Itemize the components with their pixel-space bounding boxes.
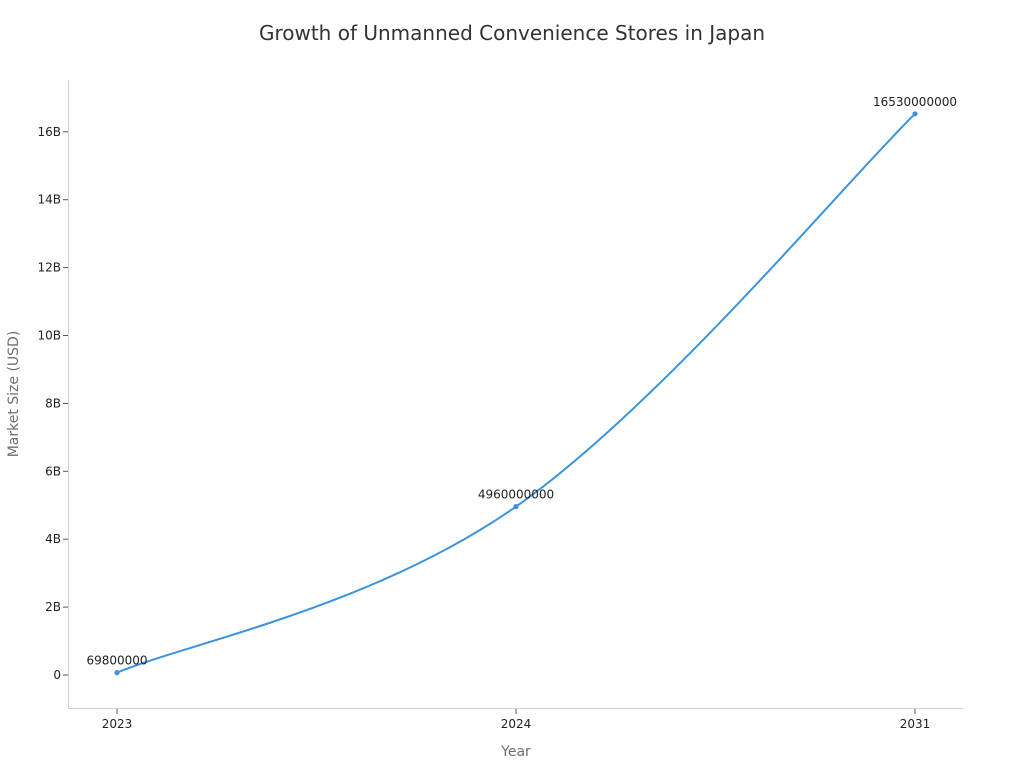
data-point [114,670,120,676]
y-tick-label: 8B [45,396,61,410]
data-label: 69800000 [86,654,147,668]
data-point [912,111,918,117]
x-tick-label: 2031 [900,717,931,731]
y-tick-label: 2B [45,600,61,614]
x-tick-label: 2023 [102,717,133,731]
x-axis-ticks: 2023 2024 2031 [102,709,931,731]
y-tick-label: 14B [37,193,61,207]
y-tick-label: 10B [37,329,61,343]
y-tick-label: 16B [37,125,61,139]
y-tick-label: 6B [45,464,61,478]
y-axis-ticks: 0 2B 4B 6B 8B 10B 12B 14B 16B [37,125,68,682]
y-axis-title: Market Size (USD) [6,331,22,458]
data-label: 4960000000 [478,488,554,502]
x-tick-label: 2024 [501,717,532,731]
data-points: 69800000 4960000000 16530000000 [86,95,957,676]
y-tick-label: 0 [53,668,61,682]
data-label: 16530000000 [873,95,957,109]
data-point [513,504,519,510]
series-line [116,113,916,674]
y-tick-label: 4B [45,532,61,546]
chart-title: Growth of Unmanned Convenience Stores in… [259,21,765,45]
y-tick-label: 12B [37,261,61,275]
x-axis-title: Year [500,744,531,760]
